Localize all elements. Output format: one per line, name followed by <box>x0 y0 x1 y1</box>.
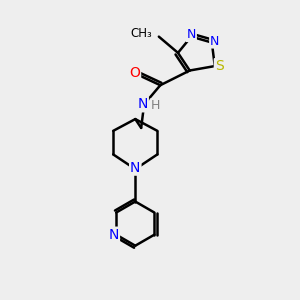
Text: H: H <box>151 99 160 112</box>
Text: N: N <box>130 161 140 175</box>
Text: N: N <box>210 34 220 48</box>
Text: N: N <box>137 98 148 111</box>
Text: O: O <box>129 66 140 80</box>
Text: N: N <box>109 228 119 242</box>
Text: CH₃: CH₃ <box>130 27 152 40</box>
Text: N: N <box>187 28 196 41</box>
Text: S: S <box>215 59 224 73</box>
